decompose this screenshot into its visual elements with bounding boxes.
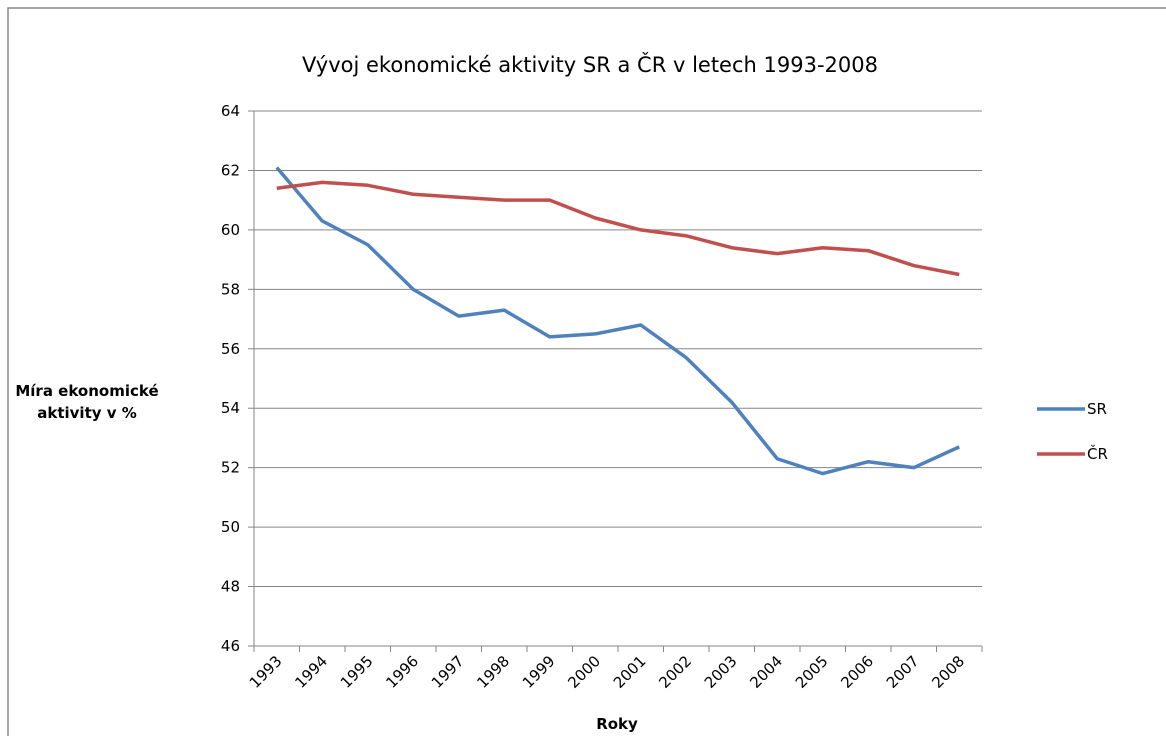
chart-border — [7, 7, 1166, 736]
y-tick-label: 64 — [221, 102, 240, 120]
legend-label: SR — [1087, 400, 1107, 418]
line-series — [276, 180, 960, 277]
y-tick-label: 56 — [221, 340, 240, 358]
y-tick-label: 62 — [221, 161, 240, 179]
y-axis-label: Míra ekonomické aktivity v % — [15, 382, 159, 422]
line-series — [275, 166, 960, 476]
y-tick-label: 48 — [221, 578, 240, 596]
y-tick-label: 58 — [221, 280, 240, 298]
chart-title: Vývoj ekonomické aktivity SR a ČR v lete… — [302, 52, 878, 77]
y-tick-label: 60 — [221, 221, 240, 239]
y-tick-label: 46 — [221, 637, 240, 655]
y-tick-label: 54 — [221, 399, 240, 417]
x-axis-label: Roky — [596, 715, 638, 733]
legend-label: ČR — [1087, 444, 1108, 463]
y-tick-label: 52 — [221, 459, 240, 477]
y-tick-label: 50 — [221, 518, 240, 536]
